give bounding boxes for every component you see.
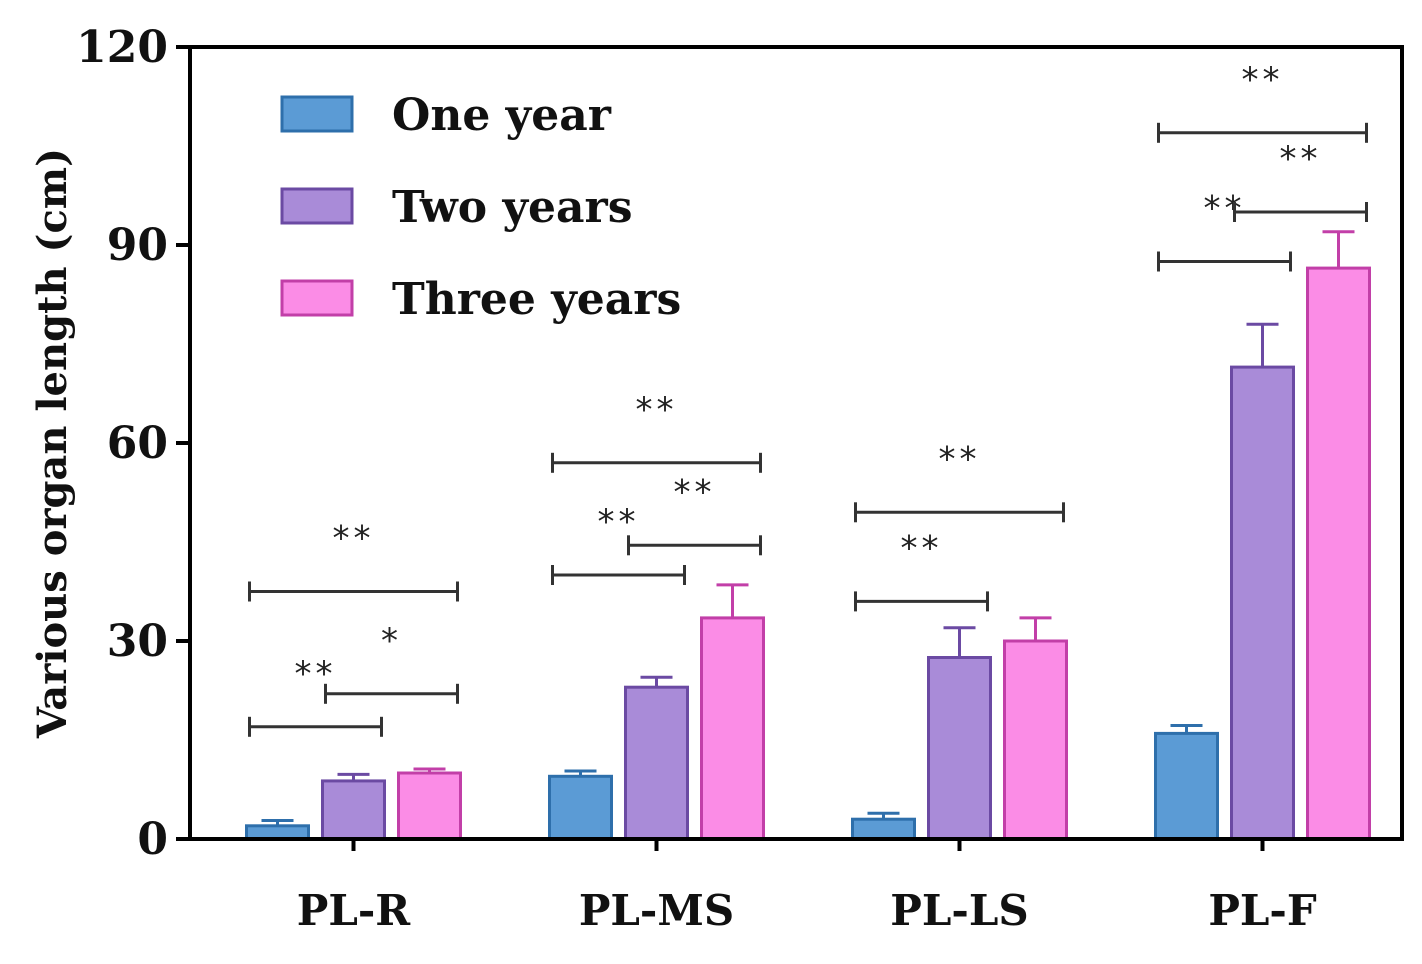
legend-swatch	[280, 187, 354, 225]
legend-swatch	[280, 279, 354, 317]
bar-three-years-pl-r	[397, 771, 462, 841]
bar-one-year-pl-ms	[548, 774, 613, 841]
x-category-label: PL-LS	[890, 886, 1028, 935]
plot-frame	[188, 45, 1404, 841]
bar-two-years-pl-ms	[624, 685, 689, 841]
significance-label: **	[1280, 139, 1322, 179]
bar-three-years-pl-ms	[700, 616, 765, 841]
significance-label: **	[598, 502, 640, 542]
significance-label: **	[939, 439, 981, 479]
legend-label: Three years	[392, 274, 681, 325]
legend-label: One year	[392, 90, 612, 141]
axes-layer: 0 30 60 90 120 PL-R PL-MS PL-LS PL-F Various orga…	[29, 22, 1404, 935]
significance-label: **	[901, 528, 943, 568]
legend: One year Two years Three years	[280, 90, 681, 325]
significance-label: **	[674, 472, 716, 512]
bar-three-years-pl-ls	[1003, 639, 1068, 841]
significance-bracket: **	[627, 472, 762, 556]
legend-item: Three years	[280, 274, 681, 325]
y-tick-label: 90	[107, 220, 168, 271]
bar-one-year-pl-ls	[851, 817, 916, 841]
y-tick-label: 120	[76, 22, 168, 73]
legend-item: One year	[280, 90, 612, 141]
legend-label: Two years	[392, 182, 632, 233]
bar-two-years-pl-r	[321, 779, 386, 841]
significance-bracket: **	[1233, 139, 1368, 222]
significance-bracket: **	[854, 528, 989, 612]
legend-swatch	[280, 95, 354, 133]
bar-two-years-pl-f	[1230, 365, 1295, 841]
bar-two-years-pl-ls	[927, 656, 992, 841]
significance-label: **	[1204, 189, 1246, 229]
significance-label: *	[381, 621, 402, 661]
significance-bracket: **	[1157, 189, 1292, 272]
y-tick-label: 0	[137, 814, 168, 865]
error-bars-layer	[261, 230, 1355, 826]
bar-three-years-pl-f	[1306, 266, 1371, 841]
significance-bracket: **	[551, 502, 686, 585]
significance-layer: ***** ****************	[248, 60, 1368, 737]
x-category-label: PL-MS	[579, 886, 734, 935]
y-tick-label: 30	[107, 616, 168, 667]
y-axis-title: Various organ length (cm)	[29, 148, 76, 739]
bars-layer	[245, 266, 1371, 841]
significance-label: **	[636, 390, 678, 430]
y-tick-label: 60	[107, 418, 168, 469]
significance-label: **	[333, 519, 375, 559]
significance-label: **	[1242, 60, 1284, 100]
legend-item: Two years	[280, 182, 632, 233]
significance-label: **	[295, 654, 337, 694]
x-category-label: PL-R	[297, 886, 412, 935]
significance-bracket: **	[1157, 60, 1368, 143]
significance-bracket: **	[551, 390, 762, 473]
bar-one-year-pl-f	[1154, 731, 1219, 841]
significance-bracket: **	[854, 439, 1065, 523]
significance-bracket: *	[324, 621, 459, 704]
significance-bracket: **	[248, 519, 459, 602]
x-category-label: PL-F	[1208, 886, 1317, 935]
